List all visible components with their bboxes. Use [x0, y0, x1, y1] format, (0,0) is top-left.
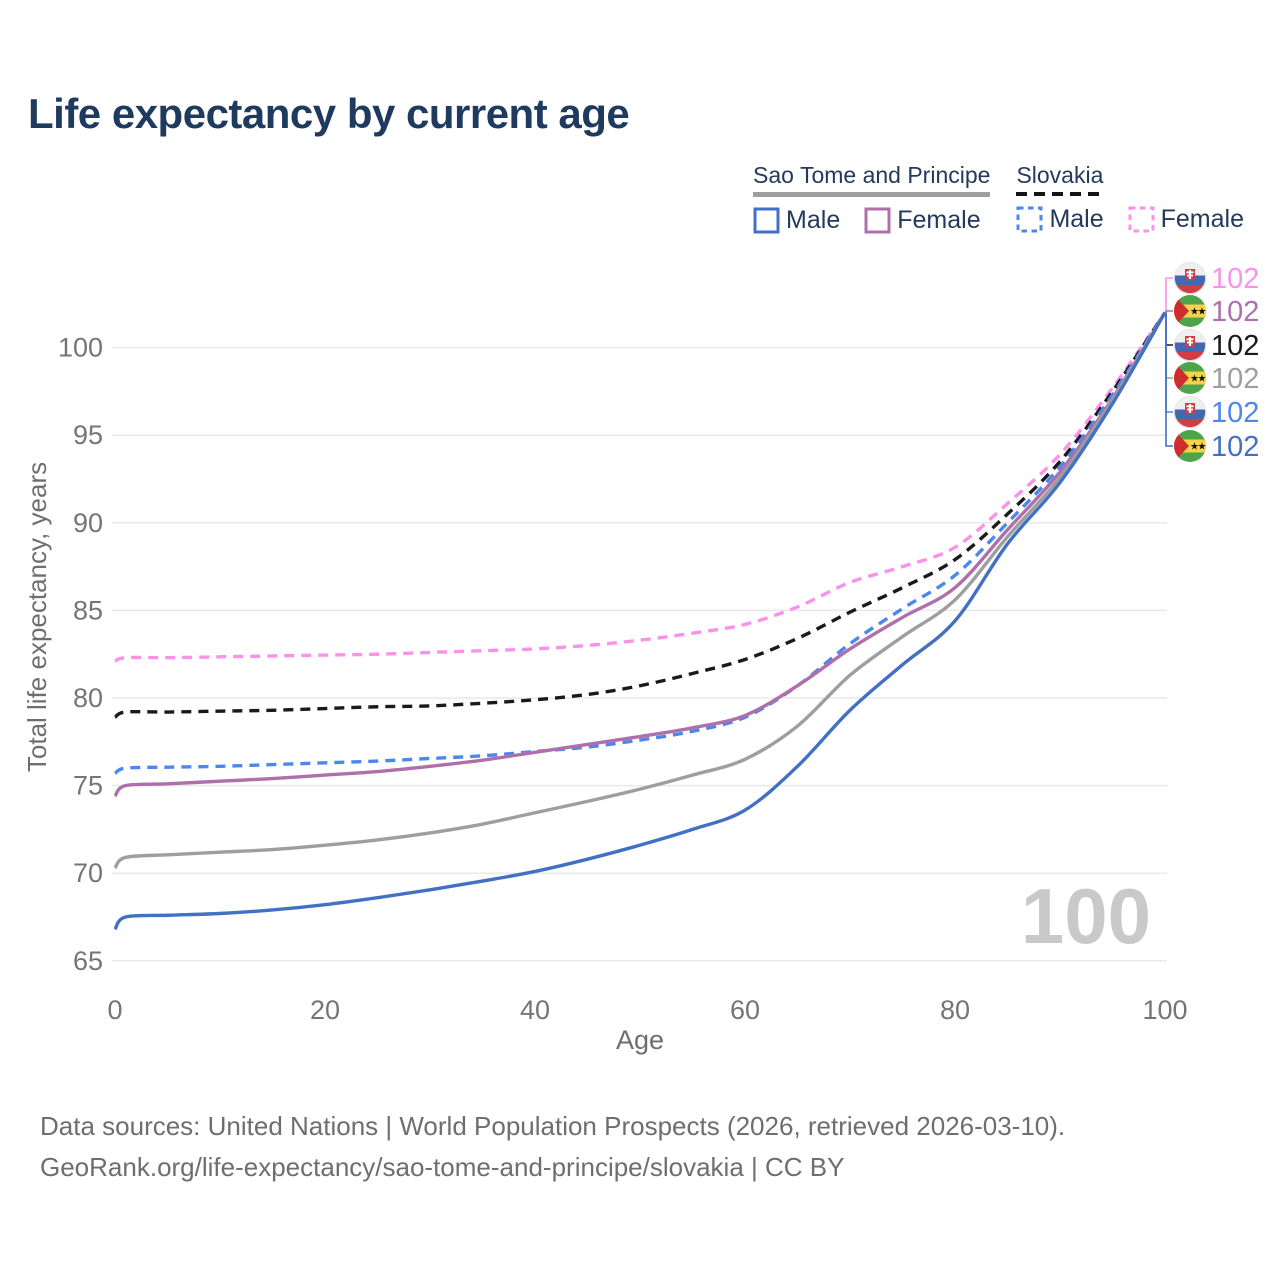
series-end-value-sao-tome-and-principe-female: 102 [1211, 296, 1259, 328]
chart-legend: Sao Tome and Principe Male Female Slovak… [753, 162, 1244, 235]
slovakia-flag-icon [1174, 329, 1206, 361]
series-line-slovakia-female[interactable] [114, 311, 1167, 663]
y-tick-70: 70 [73, 858, 103, 888]
chart-footer: Data sources: United Nations | World Pop… [40, 1106, 1065, 1188]
y-tick-80: 80 [73, 683, 103, 713]
sao-tome-flag-icon: ★★ [1174, 295, 1207, 327]
x-axis-title: Age [616, 1025, 664, 1055]
legend-country-label-sao-tome: Sao Tome and Principe [753, 162, 991, 188]
svg-text:★: ★ [1198, 307, 1207, 318]
x-tick-20: 20 [310, 995, 340, 1025]
legend-linestyle-solid [753, 192, 991, 197]
attribution-line: GeoRank.org/life-expectancy/sao-tome-and… [40, 1152, 845, 1182]
legend-item-label: Male [786, 206, 841, 234]
end-label-connector-0 [1165, 277, 1173, 313]
legend-linestyle-dashed [1016, 192, 1104, 196]
legend-swatch-slovakia-female-icon [1128, 206, 1155, 233]
series-line-sao-tome-and-principe-female[interactable] [113, 311, 1167, 798]
legend-item-label: Female [897, 206, 981, 234]
legend-item-label: Male [1049, 205, 1104, 233]
legend-item-stp-male[interactable]: Male [753, 206, 840, 235]
series-line-slovakia-both-sexes[interactable] [113, 311, 1167, 719]
svg-text:★: ★ [1198, 374, 1207, 385]
y-tick-65: 65 [73, 946, 103, 976]
legend-group-sao-tome-and-principe: Sao Tome and Principe Male Female [753, 162, 991, 235]
legend-swatch-stp-female-icon [864, 207, 891, 234]
legend-swatch-stp-male-icon [753, 207, 780, 234]
end-label-connector-5 [1165, 312, 1173, 447]
y-tick-95: 95 [73, 420, 103, 450]
legend-country-label-slovakia: Slovakia [1016, 162, 1104, 188]
series-line-slovakia-male[interactable] [113, 311, 1167, 775]
sao-tome-flag-icon: ★★ [1174, 362, 1207, 394]
sao-tome-flag-icon: ★★ [1174, 430, 1207, 462]
y-tick-90: 90 [73, 508, 103, 538]
legend-item-slovakia-female[interactable]: Female [1128, 205, 1244, 234]
legend-group-slovakia: Slovakia Male Female [1016, 162, 1244, 235]
x-tick-40: 40 [520, 995, 550, 1025]
end-label-connector-4 [1165, 312, 1173, 413]
y-tick-85: 85 [73, 595, 103, 625]
svg-text:★: ★ [1198, 442, 1207, 453]
legend-swatch-slovakia-male-icon [1016, 206, 1043, 233]
series-end-value-slovakia-both-sexes: 102 [1211, 330, 1259, 362]
series-line-sao-tome-and-principe-male[interactable] [113, 311, 1167, 931]
page-title: Life expectancy by current age [28, 90, 630, 137]
hover-age-watermark: 100 [1021, 872, 1151, 960]
svg-text:★: ★ [1190, 374, 1199, 385]
y-tick-75: 75 [73, 771, 103, 801]
legend-item-stp-female[interactable]: Female [864, 206, 981, 235]
end-label-connector-1 [1165, 310, 1173, 313]
svg-text:★: ★ [1190, 307, 1199, 318]
slovakia-flag-icon [1174, 262, 1206, 294]
legend-item-label: Female [1160, 205, 1244, 233]
x-tick-100: 100 [1142, 995, 1187, 1025]
series-end-value-sao-tome-and-principe-male: 102 [1211, 431, 1259, 463]
series-end-value-slovakia-male: 102 [1211, 397, 1259, 429]
y-tick-100: 100 [58, 333, 103, 363]
x-tick-60: 60 [730, 995, 760, 1025]
series-line-sao-tome-and-principe-both-sexes[interactable] [113, 311, 1167, 870]
slovakia-flag-icon [1174, 396, 1206, 428]
legend-item-slovakia-male[interactable]: Male [1016, 205, 1104, 234]
end-label-connector-2 [1165, 312, 1173, 346]
x-tick-80: 80 [940, 995, 970, 1025]
series-end-value-slovakia-female: 102 [1211, 263, 1259, 295]
x-tick-0: 0 [107, 995, 122, 1025]
svg-text:★: ★ [1190, 442, 1199, 453]
plot-area[interactable] [112, 270, 1167, 985]
data-sources-line: Data sources: United Nations | World Pop… [40, 1111, 1066, 1141]
series-end-value-sao-tome-and-principe-both-sexes: 102 [1211, 363, 1259, 395]
y-axis-title: Total life expectancy, years [22, 462, 52, 772]
